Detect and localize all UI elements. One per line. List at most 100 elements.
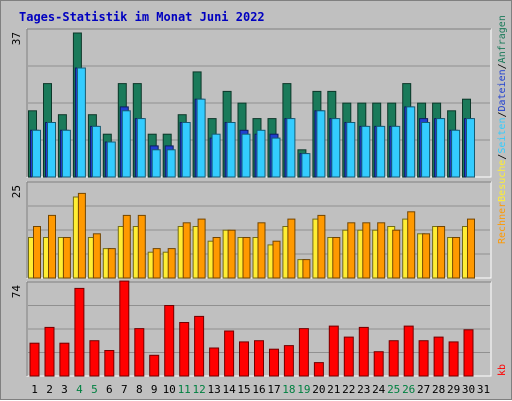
bar-kb-day-19 bbox=[298, 328, 309, 377]
bar-kb-day-9 bbox=[149, 354, 160, 377]
bar-seiten-day-16 bbox=[256, 129, 266, 178]
bar-seiten-day-7 bbox=[121, 110, 131, 178]
x-tick-label-26: 26 bbox=[402, 383, 415, 396]
panel-bottom: 74 bbox=[10, 280, 492, 377]
x-tick-label-1: 1 bbox=[31, 383, 38, 396]
bar-seiten-day-30 bbox=[466, 118, 475, 178]
x-tick-label-18: 18 bbox=[282, 383, 295, 396]
bar-rechner-day-25 bbox=[392, 229, 401, 279]
bar-seiten-day-12 bbox=[196, 98, 206, 178]
bar-rechner-day-11 bbox=[182, 222, 191, 279]
x-tick-label-3: 3 bbox=[61, 383, 68, 396]
bar-kb-day-22 bbox=[343, 336, 354, 377]
bar-kb-day-21 bbox=[328, 325, 339, 377]
x-tick-label-9: 9 bbox=[151, 383, 158, 396]
bar-seiten-day-8 bbox=[136, 118, 146, 178]
bar-kb-day-16 bbox=[254, 340, 264, 377]
side-legend-item: Rechner bbox=[497, 202, 508, 244]
bar-seiten-day-9 bbox=[151, 149, 161, 178]
bar-kb-day-11 bbox=[179, 322, 190, 377]
side-legend-item: Dateien bbox=[497, 69, 508, 111]
bar-seiten-day-14 bbox=[226, 122, 236, 178]
bar-kb-day-10 bbox=[164, 305, 175, 377]
bar-kb-day-20 bbox=[313, 362, 324, 377]
bar-kb-day-24 bbox=[373, 351, 384, 377]
bar-rechner-day-14 bbox=[227, 229, 236, 279]
bar-rechner-day-10 bbox=[167, 248, 176, 279]
bar-seiten-day-5 bbox=[91, 125, 101, 178]
bar-kb-day-7 bbox=[119, 280, 130, 377]
bar-rechner-day-27 bbox=[422, 233, 431, 279]
bar-rechner-day-3 bbox=[62, 237, 71, 279]
x-tick-label-4: 4 bbox=[76, 383, 83, 396]
bar-rechner-day-4 bbox=[77, 192, 86, 279]
bar-rechner-day-19 bbox=[302, 259, 311, 279]
bar-kb-day-4 bbox=[74, 287, 85, 377]
side-legend-kb: kb bbox=[497, 364, 508, 376]
bar-kb-day-28 bbox=[433, 336, 444, 377]
bar-rechner-day-26 bbox=[407, 211, 416, 279]
bar-seiten-day-21 bbox=[331, 118, 341, 178]
x-tick-label-27: 27 bbox=[417, 383, 430, 396]
bar-kb-day-12 bbox=[194, 315, 205, 377]
bar-seiten-day-26 bbox=[406, 106, 416, 178]
bar-seiten-day-28 bbox=[436, 118, 446, 178]
bar-seiten-day-29 bbox=[451, 129, 461, 178]
bar-kb-day-30 bbox=[463, 329, 474, 377]
x-tick-label-15: 15 bbox=[237, 383, 250, 396]
bar-rechner-day-5 bbox=[92, 233, 101, 279]
x-tick-label-30: 30 bbox=[462, 383, 475, 396]
side-legend-item: / bbox=[497, 112, 508, 118]
bar-kb-day-26 bbox=[403, 325, 414, 377]
bar-rechner-day-16 bbox=[257, 222, 266, 279]
bar-kb-day-27 bbox=[418, 340, 429, 377]
bar-seiten-day-24 bbox=[376, 125, 386, 178]
panel-top: 37 bbox=[10, 28, 492, 178]
y-max-label: 74 bbox=[10, 285, 23, 299]
bar-seiten-day-6 bbox=[106, 141, 116, 178]
bar-kb-day-3 bbox=[59, 342, 70, 377]
bar-seiten-day-22 bbox=[346, 122, 356, 178]
x-tick-label-13: 13 bbox=[207, 383, 220, 396]
side-legend-item: Besuche bbox=[497, 160, 508, 202]
x-tick-label-28: 28 bbox=[432, 383, 445, 396]
bar-kb-day-25 bbox=[388, 340, 399, 377]
x-tick-label-20: 20 bbox=[312, 383, 325, 396]
bar-kb-day-6 bbox=[104, 350, 115, 377]
x-tick-label-6: 6 bbox=[106, 383, 113, 396]
bar-rechner-day-15 bbox=[242, 237, 251, 279]
bar-rechner-day-7 bbox=[122, 214, 131, 279]
x-tick-label-23: 23 bbox=[357, 383, 370, 396]
x-tick-label-10: 10 bbox=[163, 383, 176, 396]
bar-rechner-day-18 bbox=[287, 218, 296, 279]
bar-seiten-day-19 bbox=[301, 153, 311, 178]
x-tick-label-17: 17 bbox=[267, 383, 280, 396]
x-tick-label-19: 19 bbox=[297, 383, 310, 396]
side-legend-item: / bbox=[497, 154, 508, 160]
bar-rechner-day-8 bbox=[137, 214, 146, 279]
x-tick-label-22: 22 bbox=[342, 383, 355, 396]
bar-seiten-day-10 bbox=[166, 149, 176, 178]
bar-rechner-day-24 bbox=[377, 222, 386, 279]
bar-seiten-day-4 bbox=[76, 67, 86, 178]
bar-seiten-day-17 bbox=[271, 137, 281, 178]
x-tick-label-24: 24 bbox=[372, 383, 386, 396]
bar-rechner-day-2 bbox=[48, 214, 56, 279]
x-tick-label-11: 11 bbox=[178, 383, 191, 396]
x-tick-label-25: 25 bbox=[387, 383, 400, 396]
x-axis-labels: 1 2 3 4 5 6 7 8 9 10 11 12 13 14 15 16 17 18 19 20 21 22 23 24 2… bbox=[31, 383, 490, 396]
x-tick-label-2: 2 bbox=[46, 383, 53, 396]
bar-rechner-day-21 bbox=[332, 237, 341, 279]
panel-middle: 25 bbox=[10, 181, 492, 279]
x-tick-label-16: 16 bbox=[252, 383, 265, 396]
bar-seiten-day-18 bbox=[286, 118, 296, 178]
bar-kb-day-8 bbox=[134, 328, 145, 377]
bar-rechner-day-6 bbox=[107, 248, 116, 279]
x-tick-label-8: 8 bbox=[136, 383, 143, 396]
side-legend-item: Anfragen bbox=[497, 15, 508, 63]
side-legend-upper: RechnerBesuche/Seiten/Dateien/Anfragen bbox=[497, 15, 508, 244]
bar-kb-day-29 bbox=[448, 341, 459, 377]
bar-seiten-day-13 bbox=[211, 133, 221, 178]
